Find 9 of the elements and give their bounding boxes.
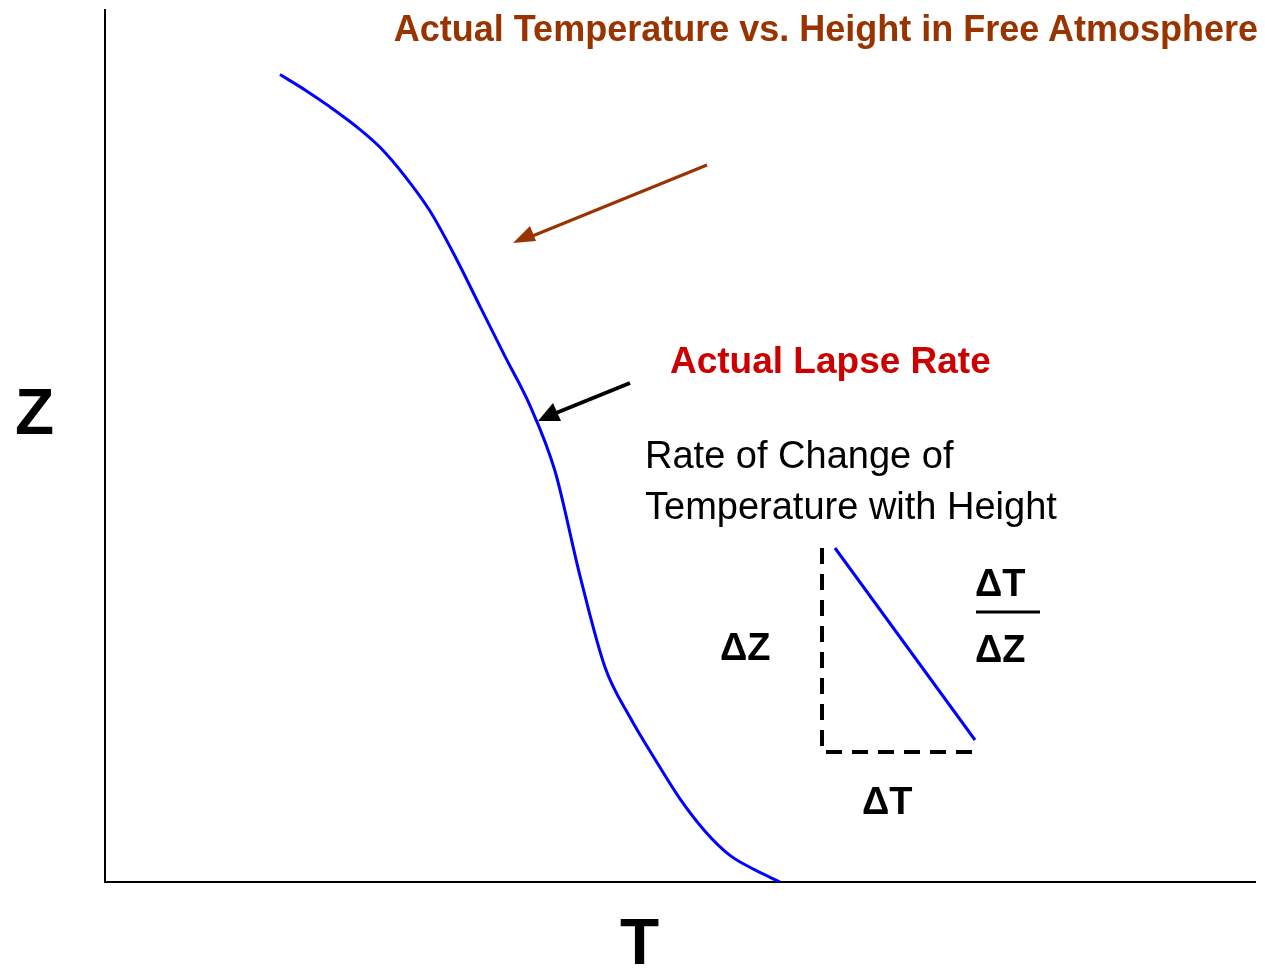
annotation: ΔT [862,780,913,823]
x-axis-title: T [620,905,660,978]
chart-title: Actual Temperature vs. Height in Free Atmosphere [393,8,1258,50]
annotation: Rate of Change of Temperature with Height [645,433,1058,529]
y-axis-title: Z [15,375,55,449]
annotation: ΔZ [720,626,771,669]
annotation: ΔT [975,562,1026,605]
annotation: ΔZ [975,628,1026,671]
annotation: Actual Lapse Rate [670,340,991,382]
